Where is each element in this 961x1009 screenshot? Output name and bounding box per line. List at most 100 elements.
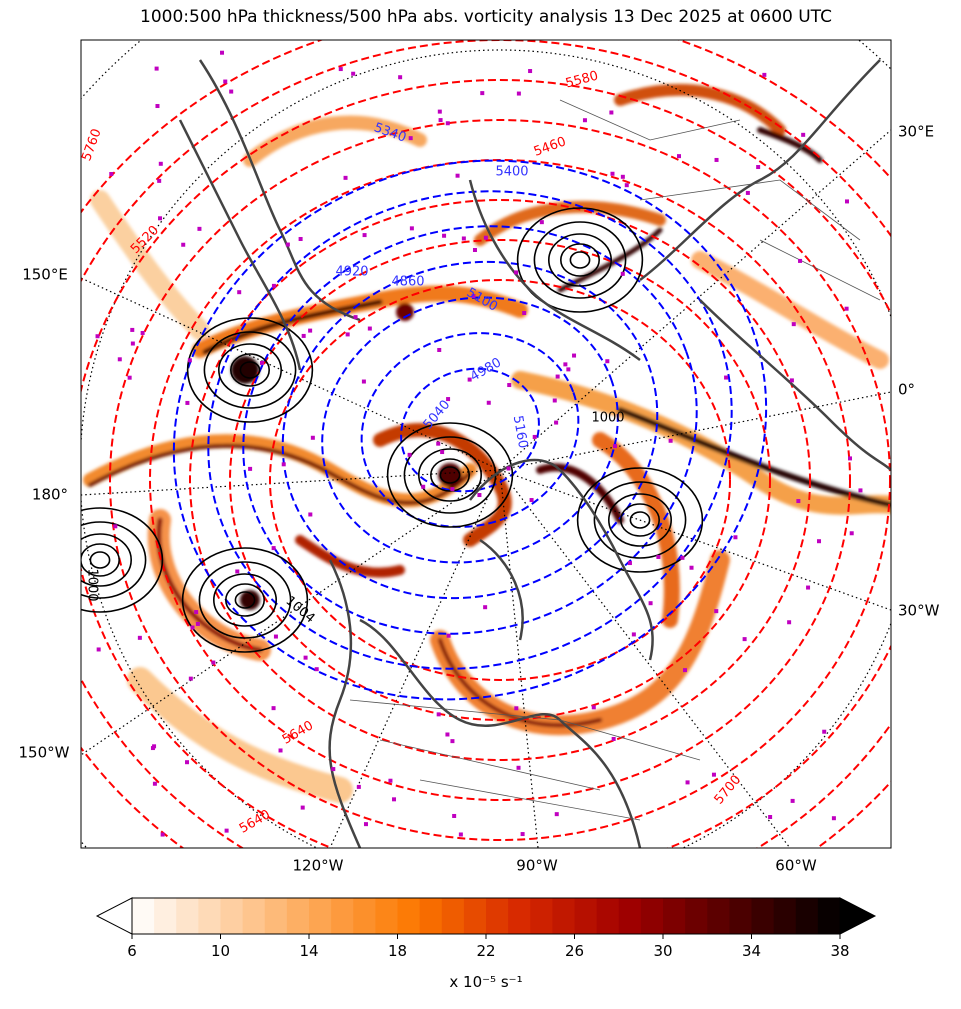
lon-label: 90°W — [516, 857, 558, 875]
station-marker — [421, 484, 426, 489]
colorbar-tick-label: 10 — [211, 942, 230, 960]
station-marker — [446, 633, 451, 638]
contour-line — [269, 279, 731, 681]
station-marker — [471, 294, 476, 299]
colorbar-segment — [331, 898, 354, 934]
station-marker — [845, 199, 850, 204]
station-marker — [445, 732, 450, 737]
station-marker — [676, 154, 681, 159]
colorbar-tick-label: 38 — [830, 942, 849, 960]
station-marker — [310, 435, 315, 440]
station-marker — [436, 441, 441, 446]
station-marker — [445, 121, 450, 126]
station-marker — [516, 91, 521, 96]
station-marker — [631, 632, 636, 637]
lon-label: 0° — [898, 381, 915, 399]
colorbar-tick-label: 26 — [565, 942, 584, 960]
station-marker — [363, 822, 368, 827]
station-marker — [532, 434, 537, 439]
station-marker — [308, 512, 313, 517]
station-marker — [506, 466, 511, 471]
contour-label: 4920 — [335, 265, 368, 280]
station-marker — [109, 172, 114, 177]
station-marker — [190, 625, 195, 630]
station-marker — [461, 236, 466, 241]
station-marker — [187, 358, 192, 363]
station-marker — [220, 50, 225, 55]
colorbar-segment — [663, 898, 686, 934]
contour-line — [593, 481, 687, 559]
station-marker — [844, 306, 849, 311]
station-marker — [514, 270, 519, 275]
station-marker — [480, 91, 485, 96]
contour-line — [81, 533, 132, 587]
station-marker — [438, 118, 443, 123]
contour-line — [203, 331, 297, 409]
station-marker — [278, 748, 283, 753]
station-marker — [343, 175, 348, 180]
map-title: 1000:500 hPa thickness/500 hPa abs. vort… — [140, 7, 832, 27]
station-marker — [440, 450, 445, 455]
station-marker — [572, 353, 577, 358]
colorbar-segment — [353, 898, 376, 934]
lon-label: 30°W — [898, 602, 940, 620]
contour-line — [218, 343, 283, 397]
colorbar-tick-label: 6 — [127, 942, 137, 960]
contour-line — [181, 547, 309, 653]
station-marker — [483, 235, 488, 240]
station-marker — [450, 739, 455, 744]
colorbar-segment — [817, 898, 841, 934]
station-marker — [733, 535, 738, 540]
station-marker — [458, 832, 463, 837]
station-marker — [563, 362, 568, 367]
colorbar-segment — [419, 898, 443, 934]
station-marker — [566, 367, 571, 372]
station-marker — [711, 772, 716, 777]
station-marker — [450, 487, 455, 492]
contour-line — [417, 448, 482, 502]
station-marker — [789, 378, 794, 383]
station-marker — [408, 136, 413, 141]
contour-line — [607, 493, 672, 547]
colorbar-segment — [508, 898, 531, 934]
station-marker — [437, 109, 442, 114]
station-marker — [796, 499, 801, 504]
station-marker — [195, 621, 200, 626]
station-marker — [298, 236, 303, 241]
contour-line — [619, 503, 660, 537]
station-marker — [467, 377, 472, 382]
station-marker — [248, 466, 253, 471]
station-marker — [157, 178, 162, 183]
station-marker — [756, 165, 761, 170]
station-marker — [514, 706, 519, 711]
contour-label: 5400 — [495, 165, 528, 180]
station-marker — [303, 655, 308, 660]
station-marker — [285, 242, 290, 247]
station-marker — [680, 555, 685, 560]
contour-line — [109, 119, 891, 841]
station-marker — [197, 226, 202, 231]
station-marker — [188, 676, 193, 681]
station-marker — [96, 647, 101, 652]
contour-line — [186, 317, 314, 423]
station-marker — [160, 832, 165, 837]
station-marker — [150, 746, 155, 751]
station-marker — [790, 798, 795, 803]
station-marker — [507, 383, 512, 388]
station-marker — [137, 635, 142, 640]
station-marker — [528, 69, 533, 74]
station-marker — [271, 546, 276, 551]
station-marker — [442, 233, 447, 238]
station-marker — [338, 67, 343, 72]
station-marker — [455, 173, 460, 178]
station-marker — [624, 183, 629, 188]
contour-line — [81, 543, 120, 577]
station-marker — [605, 359, 610, 364]
contour-line — [89, 551, 111, 569]
station-marker — [409, 226, 414, 231]
station-marker — [848, 456, 853, 461]
